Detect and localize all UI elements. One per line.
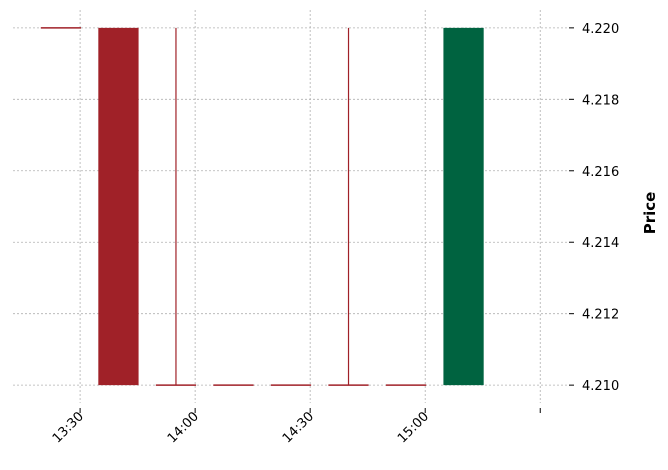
candle xyxy=(155,27,197,386)
y-tick-label: 4.210 xyxy=(582,379,619,394)
grid-lines xyxy=(13,10,569,403)
candles xyxy=(40,27,484,386)
candle xyxy=(328,27,369,386)
x-tick-label: 14:00 xyxy=(165,409,202,446)
y-tick-label: 4.216 xyxy=(582,165,619,180)
y-tick-label: 4.220 xyxy=(582,22,619,37)
candle xyxy=(98,27,139,386)
candle-body xyxy=(443,27,484,386)
y-tick-label: 4.218 xyxy=(582,93,619,108)
candle xyxy=(443,27,484,386)
x-tick-label: 13:30 xyxy=(50,409,87,446)
y-axis-label: Price xyxy=(641,192,659,235)
x-tick-label: 14:30 xyxy=(280,409,317,446)
y-tick-label: 4.212 xyxy=(582,308,619,323)
candle-body xyxy=(98,27,139,386)
y-tick-label: 4.214 xyxy=(582,236,619,251)
x-tick-label: 15:00 xyxy=(395,409,432,446)
